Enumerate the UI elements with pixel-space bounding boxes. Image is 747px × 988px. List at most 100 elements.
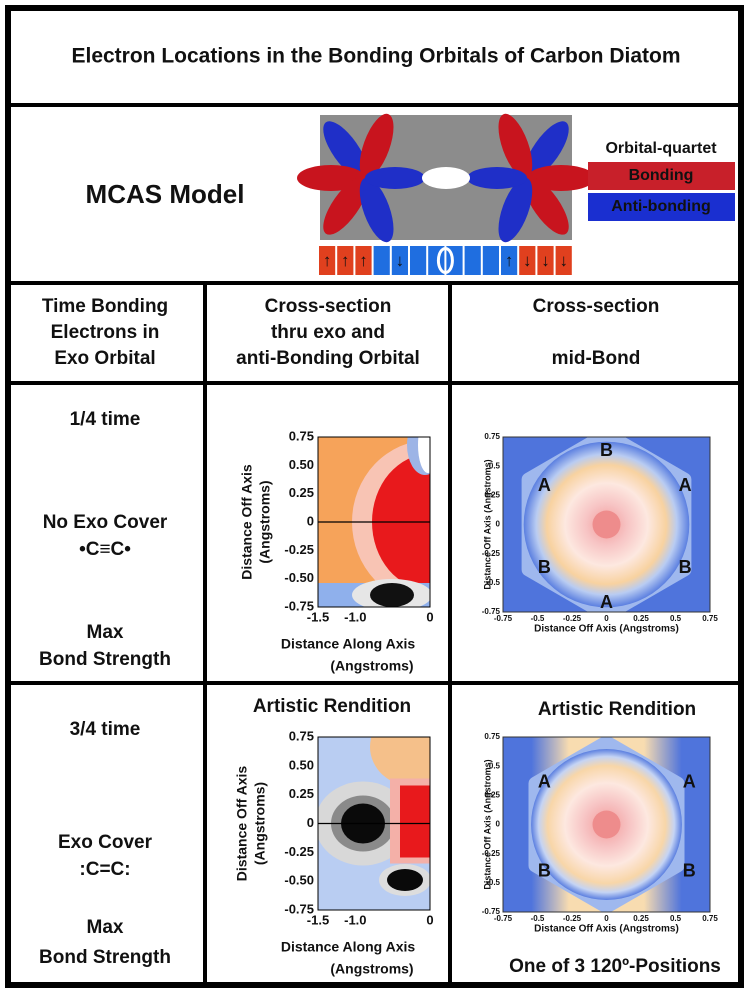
spin-arrow: ↑ xyxy=(341,251,350,270)
title: Electron Locations in the Bonding Orbita… xyxy=(71,45,680,68)
y-tick-label: 0 xyxy=(496,820,501,829)
region-label: A xyxy=(679,475,692,495)
spin-cell xyxy=(410,246,426,275)
spin-arrow: ↓ xyxy=(396,251,405,270)
x-axis-label: (Angstroms) xyxy=(330,658,413,674)
y-tick-label: -0.25 xyxy=(284,844,314,859)
region-label: A xyxy=(538,771,551,791)
x-tick-label: -0.5 xyxy=(531,914,545,923)
y-tick-label: -0.50 xyxy=(284,873,314,888)
x-tick-label: 0 xyxy=(426,912,433,927)
y-tick-label: 0.50 xyxy=(289,757,314,772)
region-label: B xyxy=(679,557,692,577)
spin-arrow: ↓ xyxy=(559,251,568,270)
strength-label: Bond Strength xyxy=(39,649,171,670)
column-header: Cross-section xyxy=(533,296,660,317)
spin-cell xyxy=(374,246,390,275)
x-tick-label: -0.25 xyxy=(563,614,582,623)
x-axis-label: (Angstroms) xyxy=(330,961,413,977)
y-tick-label: 0.50 xyxy=(289,457,314,472)
y-tick-label: 0.75 xyxy=(484,432,500,441)
strength-label: Bond Strength xyxy=(39,947,171,968)
spin-arrow: ↓ xyxy=(523,251,532,270)
x-tick-label: -0.75 xyxy=(494,914,513,923)
legend-title: Orbital-quartet xyxy=(605,140,717,157)
lobe xyxy=(365,167,425,189)
x-tick-label: 0 xyxy=(604,614,609,623)
y-axis-label: Distance Off Axis xyxy=(239,464,255,580)
bond-ellipse xyxy=(422,167,470,189)
strength-label: Max xyxy=(87,622,124,643)
x-tick-label: 0.25 xyxy=(633,614,649,623)
x-axis-label: Distance Off Axis (Angstroms) xyxy=(534,924,679,935)
model-label: MCAS Model xyxy=(86,179,245,209)
y-axis-label: Distance Off Axis (Angstroms) xyxy=(482,759,492,889)
column-header: thru exo and xyxy=(271,322,385,343)
cover-formula: •C≡C• xyxy=(79,539,131,560)
x-tick-label: -1.5 xyxy=(307,912,329,927)
x-tick-label: 0.75 xyxy=(702,914,718,923)
spin-cell xyxy=(483,246,499,275)
y-tick-label: 0.75 xyxy=(289,728,314,743)
y-axis-label: (Angstroms) xyxy=(257,480,273,563)
contour-fill xyxy=(387,869,423,891)
cover-formula: :C=C: xyxy=(79,859,130,880)
y-axis-label: (Angstroms) xyxy=(252,782,268,865)
legend-entry: Bonding xyxy=(629,167,694,184)
plot-title: Artistic Rendition xyxy=(253,696,411,717)
cover-label: Exo Cover xyxy=(58,832,153,853)
plot-caption: One of 3 120º-Positions xyxy=(509,956,721,977)
column-header: Time Bonding xyxy=(42,296,168,317)
cover-label: No Exo Cover xyxy=(43,512,168,533)
spin-arrow: ↑ xyxy=(323,251,332,270)
x-tick-label: -1.0 xyxy=(344,609,366,624)
region-label: B xyxy=(683,861,696,881)
region-label: A xyxy=(538,475,551,495)
column-header: Exo Orbital xyxy=(54,348,155,369)
region-label: B xyxy=(538,557,551,577)
region-label: A xyxy=(600,592,613,612)
contour-fill xyxy=(593,811,621,839)
region-label: B xyxy=(600,440,613,460)
contour-fill xyxy=(370,583,414,607)
x-tick-label: 0.75 xyxy=(702,614,718,623)
x-tick-label: -0.25 xyxy=(563,914,582,923)
spin-cell xyxy=(465,246,481,275)
column-header: mid-Bond xyxy=(552,348,641,369)
x-tick-label: 0 xyxy=(604,914,609,923)
contour-plot xyxy=(503,435,710,615)
x-axis-label: Distance Along Axis xyxy=(281,636,416,652)
y-tick-label: 0.25 xyxy=(289,485,314,500)
plot-title: Artistic Rendition xyxy=(538,699,696,720)
contour-fill xyxy=(400,786,430,858)
contour-fill xyxy=(593,511,621,539)
contour-fill xyxy=(418,417,438,473)
y-tick-label: 0.75 xyxy=(484,732,500,741)
x-axis-label: Distance Off Axis (Angstroms) xyxy=(534,624,679,635)
x-tick-label: -0.75 xyxy=(494,614,513,623)
strength-label: Max xyxy=(87,917,124,938)
y-tick-label: 0 xyxy=(307,815,314,830)
y-axis-label: Distance Off Axis (Angstroms) xyxy=(482,459,492,589)
y-tick-label: -0.25 xyxy=(284,542,314,557)
column-header: Electrons in xyxy=(51,322,160,343)
y-axis-label: Distance Off Axis xyxy=(234,766,250,882)
time-label: 1/4 time xyxy=(70,409,141,430)
y-tick-label: 0.75 xyxy=(289,428,314,443)
spin-arrow: ↑ xyxy=(359,251,368,270)
time-label: 3/4 time xyxy=(70,719,141,740)
y-tick-label: -0.50 xyxy=(284,570,314,585)
x-tick-label: -1.5 xyxy=(307,609,329,624)
contour-plot xyxy=(318,415,508,611)
spin-arrow: ↓ xyxy=(541,251,550,270)
x-tick-label: 0.5 xyxy=(670,614,682,623)
x-tick-label: 0.5 xyxy=(670,914,682,923)
y-tick-label: 0 xyxy=(496,520,501,529)
contour-plot xyxy=(503,737,710,912)
spin-arrow: ↑ xyxy=(505,251,514,270)
x-tick-label: -0.5 xyxy=(531,614,545,623)
y-tick-label: 0.25 xyxy=(289,786,314,801)
x-tick-label: 0 xyxy=(426,609,433,624)
region-label: B xyxy=(538,861,551,881)
column-header: anti-Bonding Orbital xyxy=(236,348,420,369)
